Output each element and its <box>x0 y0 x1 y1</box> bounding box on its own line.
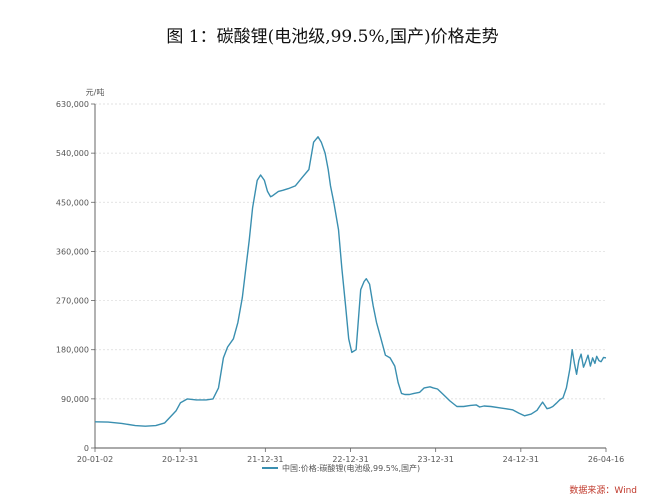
y-tick-label: 180,000 <box>56 346 89 355</box>
x-tick-label: 21-12-31 <box>247 455 283 464</box>
y-tick-label: 540,000 <box>56 149 89 158</box>
x-tick-label: 22-12-31 <box>332 455 368 464</box>
source-note: 数据来源：Wind <box>569 486 637 496</box>
x-tick-label: 23-12-31 <box>418 455 454 464</box>
grid-lines <box>95 103 606 400</box>
y-axis-label: 元/吨 <box>86 87 105 97</box>
x-tick-label: 24-12-31 <box>503 455 539 464</box>
figure-title: 图 1：碳酸锂(电池级,99.5%,国产)价格走势 <box>166 27 499 47</box>
y-tick-label: 630,000 <box>56 100 89 109</box>
y-tick-label: 360,000 <box>56 247 89 256</box>
y-tick-label: 450,000 <box>56 198 89 207</box>
x-tick-label: 20-12-31 <box>162 455 198 464</box>
y-tick-label: 90,000 <box>61 395 89 404</box>
series-line <box>94 136 607 427</box>
y-tick-label: 0 <box>84 444 89 453</box>
series-layer <box>94 136 607 427</box>
x-tick-label: 20-01-02 <box>77 455 113 464</box>
legend[interactable]: 中国:价格:碳酸锂(电池级,99.5%,国产) <box>262 463 420 473</box>
x-tick-label: 26-04-16 <box>588 455 624 464</box>
chart-axes <box>91 103 607 452</box>
legend-label: 中国:价格:碳酸锂(电池级,99.5%,国产) <box>282 463 420 473</box>
y-tick-label: 270,000 <box>56 297 89 306</box>
tick-labels: 0 90,000 180,000 270,000 360,000 450,000 540,0… <box>56 100 624 464</box>
